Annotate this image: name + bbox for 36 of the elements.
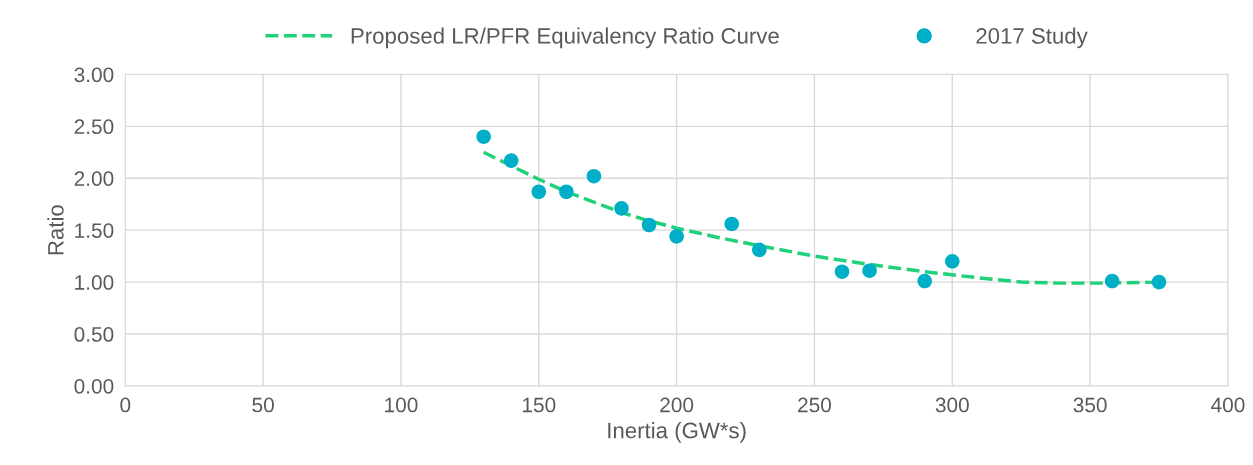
y-tick-label: 2.00 xyxy=(74,171,114,186)
point xyxy=(586,168,602,184)
point xyxy=(559,184,574,200)
point xyxy=(669,229,684,244)
point xyxy=(614,201,629,216)
x-tick-label: 100 xyxy=(385,397,418,413)
y-tick-label: 1.00 xyxy=(75,275,114,290)
y-tick-label: 3.00 xyxy=(74,67,114,83)
x-tick-label: 50 xyxy=(252,397,274,413)
x-tick-label: 150 xyxy=(523,397,556,413)
x-tick-label: 300 xyxy=(935,397,969,413)
x-axis-title: Inertia (GW*s) xyxy=(608,422,746,443)
point xyxy=(531,184,547,200)
point xyxy=(503,153,519,168)
point xyxy=(724,216,740,232)
point xyxy=(917,273,932,289)
point xyxy=(862,263,877,278)
y-tick-label: 0.50 xyxy=(74,327,114,342)
point xyxy=(945,254,960,269)
x-tick-label: 200 xyxy=(660,397,694,413)
point xyxy=(1104,273,1120,289)
point xyxy=(752,242,767,258)
point xyxy=(1151,274,1167,290)
legend-label: 2017 Study xyxy=(976,27,1088,49)
y-tick-label: 1.50 xyxy=(75,223,114,238)
point xyxy=(641,217,657,233)
point xyxy=(476,129,491,144)
y-tick-label: 2.50 xyxy=(74,119,114,135)
y-axis-title: Ratio xyxy=(47,205,64,255)
x-tick-label: 0 xyxy=(120,397,131,413)
y-tick-label: 0.00 xyxy=(74,378,114,394)
x-tick-label: 350 xyxy=(1073,397,1107,413)
x-tick-label: 400 xyxy=(1211,397,1245,413)
legend-label: Proposed LR/PFR Equivalency Ratio Curve xyxy=(351,27,779,49)
x-tick-label: 250 xyxy=(798,397,832,413)
point xyxy=(834,264,850,279)
